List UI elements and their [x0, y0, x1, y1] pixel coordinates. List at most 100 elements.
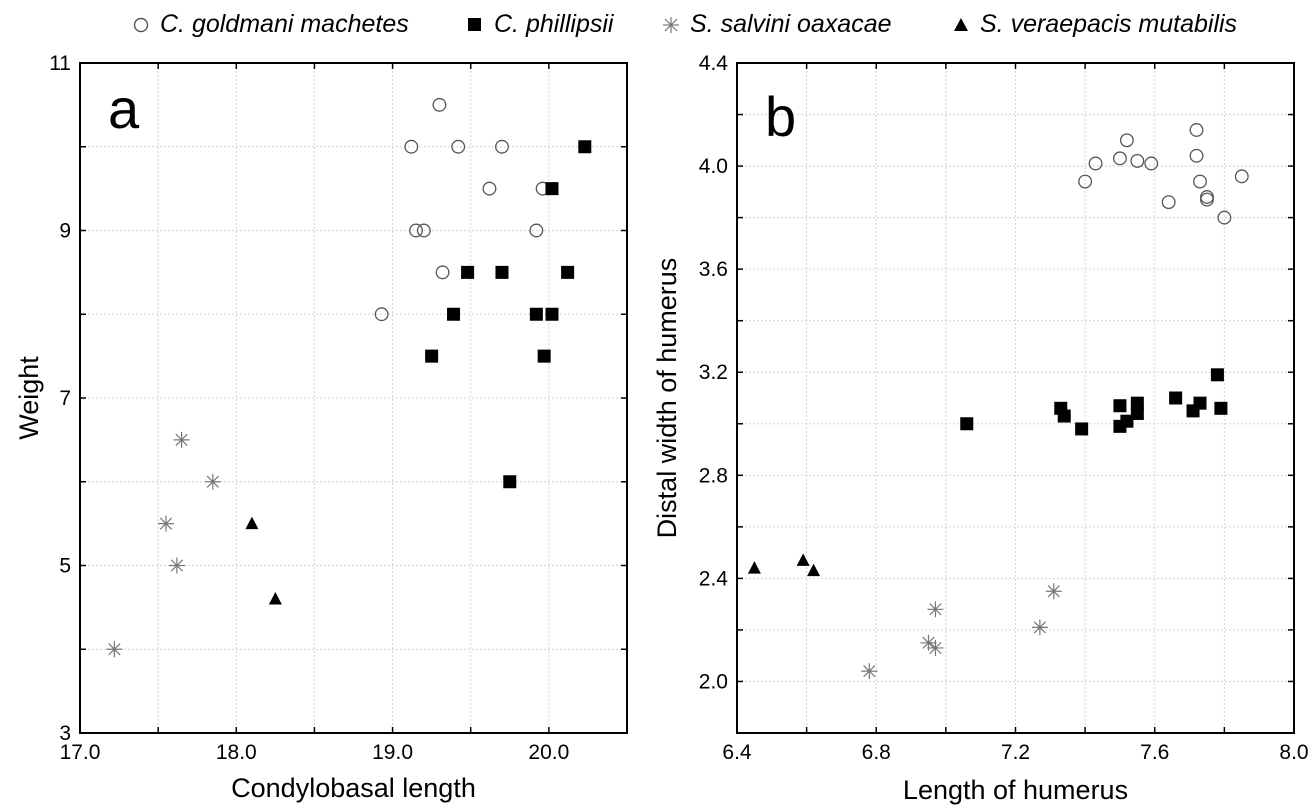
- data-point: [503, 475, 517, 489]
- y-tick-label: 3.6: [699, 258, 728, 281]
- data-point: [409, 223, 423, 238]
- legend-item-veraepacis: S. veraepacis mutabilis: [950, 10, 1237, 39]
- data-point: [529, 223, 544, 238]
- data-point: [106, 641, 123, 658]
- data-point: [495, 265, 509, 279]
- y-tick-label: 11: [49, 52, 71, 75]
- data-point: [1210, 368, 1224, 382]
- triangle-filled-icon: [954, 17, 968, 31]
- data-point: [495, 139, 509, 154]
- x-axis-title: Length of humerus: [903, 775, 1128, 805]
- data-point: [425, 349, 439, 363]
- y-tick-label: 2.4: [699, 567, 729, 590]
- data-point: [1120, 414, 1134, 428]
- data-point: [168, 557, 185, 574]
- x-tick-label: 19.0: [372, 741, 413, 764]
- legend-item-goldmani: C. goldmani machetes: [130, 10, 409, 39]
- x-axis-title: Condylobasal length: [231, 773, 476, 803]
- data-point: [435, 265, 450, 280]
- x-tick-label: 8.0: [1279, 741, 1308, 764]
- data-point: [1113, 399, 1127, 413]
- x-tick-label: 18.0: [216, 741, 257, 764]
- data-point: [1234, 169, 1249, 184]
- data-point: [1217, 210, 1232, 225]
- data-point: [432, 97, 447, 112]
- y-axis-title: Distal width of humerus: [652, 258, 682, 539]
- data-point: [796, 553, 810, 566]
- data-point: [747, 561, 761, 574]
- panel-label: a: [108, 77, 140, 140]
- x-tick-label: 20.0: [528, 741, 569, 764]
- legend-label: S. salvini oaxacae: [690, 10, 892, 38]
- y-tick-label: 4.4: [699, 52, 729, 75]
- legend-item-phillipsii: C. phillipsii: [464, 10, 613, 39]
- data-point: [545, 307, 559, 321]
- data-point: [374, 307, 389, 322]
- data-point: [1193, 396, 1207, 410]
- data-point: [451, 139, 466, 154]
- data-point: [1169, 391, 1183, 405]
- data-point: [807, 563, 821, 577]
- data-point: [1214, 401, 1228, 415]
- data-point: [245, 516, 259, 530]
- data-point: [960, 417, 974, 431]
- y-tick-label: 3.2: [699, 361, 728, 384]
- data-point: [1193, 174, 1207, 189]
- data-point: [1078, 174, 1093, 189]
- circle-open-icon: [133, 17, 149, 32]
- data-point: [1144, 156, 1159, 171]
- data-point: [1130, 406, 1144, 420]
- panel-label: b: [765, 85, 796, 148]
- data-point: [861, 663, 878, 680]
- y-tick-label: 2.0: [699, 670, 728, 693]
- legend: C. goldmani machetes C. phillipsii S. sa…: [0, 4, 1312, 44]
- y-tick-label: 2.8: [699, 464, 728, 487]
- legend-label: C. goldmani machetes: [160, 10, 409, 38]
- data-point: [416, 223, 431, 238]
- legend-label: C. phillipsii: [494, 10, 614, 38]
- data-point: [537, 349, 551, 363]
- data-point: [204, 473, 221, 490]
- y-axis-title: Weight: [14, 356, 44, 440]
- y-tick-label: 4.0: [699, 155, 728, 178]
- data-point: [1119, 133, 1134, 148]
- data-point: [1189, 123, 1204, 137]
- x-tick-label: 7.2: [1001, 741, 1030, 764]
- data-point: [173, 431, 190, 448]
- data-point: [404, 139, 419, 154]
- data-point: [461, 265, 475, 279]
- data-point: [1189, 148, 1204, 163]
- data-point: [157, 515, 174, 532]
- data-point: [268, 592, 282, 605]
- data-point: [1088, 156, 1103, 171]
- square-filled-icon: [468, 17, 481, 31]
- data-point: [482, 181, 497, 196]
- x-tick-label: 7.6: [1140, 741, 1169, 764]
- data-point: [1161, 195, 1176, 210]
- data-point: [920, 634, 937, 651]
- data-point: [1031, 619, 1048, 636]
- data-point: [1200, 192, 1214, 207]
- data-point: [578, 140, 592, 154]
- data-point: [1200, 190, 1214, 204]
- data-point: [1130, 153, 1145, 168]
- data-point: [447, 307, 461, 321]
- x-tick-label: 17.0: [60, 741, 101, 764]
- data-point: [927, 601, 944, 618]
- y-tick-label: 3: [59, 722, 71, 745]
- data-point: [529, 307, 543, 321]
- y-tick-label: 9: [59, 220, 71, 243]
- asterisk-icon: [663, 16, 679, 33]
- legend-item-salvini: S. salvini oaxacae: [660, 10, 892, 39]
- y-tick-label: 7: [59, 387, 71, 410]
- x-tick-label: 6.4: [722, 741, 752, 764]
- data-point: [927, 639, 944, 656]
- data-point: [545, 182, 559, 196]
- legend-label: S. veraepacis mutabilis: [980, 10, 1238, 38]
- data-point: [1045, 583, 1062, 600]
- data-point: [1075, 422, 1089, 436]
- data-point: [561, 265, 575, 279]
- y-tick-label: 5: [59, 555, 71, 578]
- data-point: [1112, 151, 1127, 166]
